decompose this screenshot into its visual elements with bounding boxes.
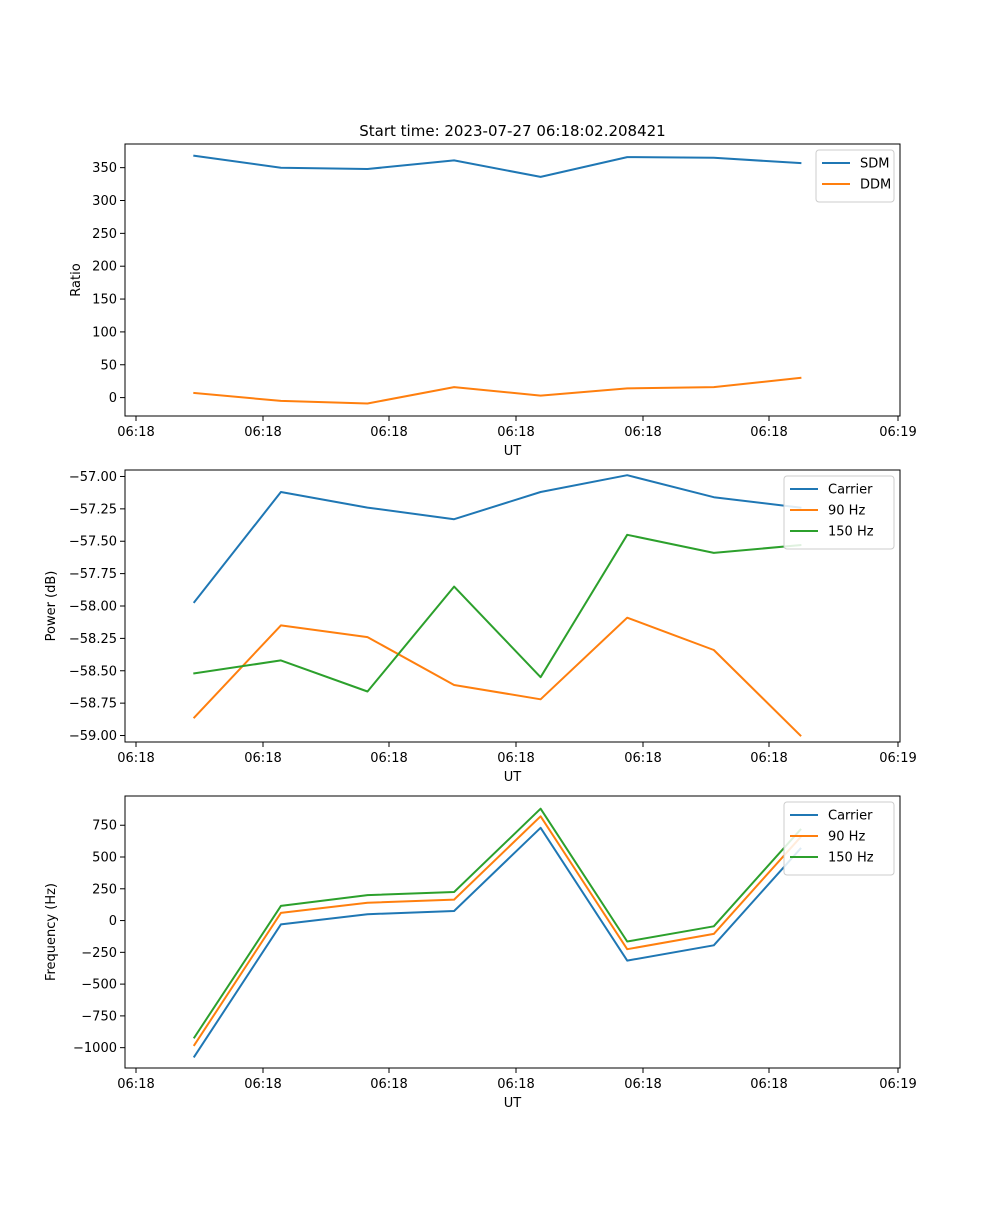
legend-label: 90 Hz bbox=[828, 504, 865, 519]
x-tick-label: 06:18 bbox=[370, 425, 407, 440]
legend: Carrier 90 Hz 150 Hz bbox=[783, 475, 895, 550]
series-line-90-hz bbox=[192, 815, 802, 1047]
y-tick-label: −57.75 bbox=[69, 567, 117, 582]
y-tick-label: 0 bbox=[109, 914, 117, 929]
axes-frame bbox=[124, 469, 901, 743]
legend-label: Carrier bbox=[828, 483, 873, 498]
legend-label: DDM bbox=[860, 178, 891, 193]
y-axis-label: Power (dB) bbox=[44, 571, 59, 642]
series-line-ddm bbox=[193, 376, 802, 405]
y-tick-label: 300 bbox=[92, 194, 117, 209]
y-tick-label: 200 bbox=[92, 260, 117, 275]
y-tick-label: 100 bbox=[92, 325, 117, 340]
y-tick-label: −500 bbox=[81, 978, 117, 993]
x-tick-label: 06:18 bbox=[117, 751, 154, 766]
y-tick-label: 350 bbox=[92, 161, 117, 176]
x-axis-label: UT bbox=[504, 1096, 522, 1111]
y-tick-label: −57.00 bbox=[69, 470, 117, 485]
x-tick-label: 06:18 bbox=[244, 1077, 281, 1092]
legend-label: SDM bbox=[860, 157, 889, 172]
x-tick-label: 06:18 bbox=[370, 1077, 407, 1092]
series-line-90-hz bbox=[192, 616, 802, 737]
x-tick-label: 06:18 bbox=[624, 425, 661, 440]
x-tick-label: 06:18 bbox=[624, 751, 661, 766]
y-tick-label: −1000 bbox=[73, 1041, 117, 1056]
legend: SDM DDM bbox=[815, 149, 895, 203]
y-tick-label: 50 bbox=[100, 358, 117, 373]
legend-label: 90 Hz bbox=[828, 830, 865, 845]
x-tick-label: 06:18 bbox=[624, 1077, 661, 1092]
y-tick-label: −57.50 bbox=[69, 535, 117, 550]
y-tick-label: −250 bbox=[81, 946, 117, 961]
x-tick-label: 06:18 bbox=[750, 1077, 787, 1092]
y-tick-label: −750 bbox=[81, 1009, 117, 1024]
series-line-sdm bbox=[193, 154, 802, 178]
x-tick-label: 06:18 bbox=[497, 751, 534, 766]
x-tick-label: 06:18 bbox=[117, 1077, 154, 1092]
y-tick-label: −59.00 bbox=[69, 729, 117, 744]
y-tick-label: 500 bbox=[92, 851, 117, 866]
y-tick-label: 250 bbox=[92, 227, 117, 242]
x-axis-label: UT bbox=[504, 444, 522, 459]
series-line-150-hz bbox=[193, 533, 802, 693]
y-tick-label: −57.25 bbox=[69, 502, 117, 517]
axes-frame bbox=[124, 143, 901, 417]
subplot-1: Start time: 2023-07-27 06:18:02.208421 06… bbox=[69, 122, 917, 459]
y-tick-label: −58.00 bbox=[69, 600, 117, 615]
y-axis-label: Ratio bbox=[69, 263, 84, 296]
x-tick-label: 06:18 bbox=[244, 425, 281, 440]
legend: Carrier 90 Hz 150 Hz bbox=[783, 801, 895, 876]
legend-label: Carrier bbox=[828, 809, 873, 824]
series-line-carrier bbox=[192, 474, 802, 604]
legend-label: 150 Hz bbox=[828, 851, 874, 866]
x-tick-label: 06:19 bbox=[879, 1077, 916, 1092]
subplot-2: 06:18 06:18 06:18 06:18 06:18 06:18 06:19 UT −59… bbox=[44, 469, 917, 785]
y-tick-label: 750 bbox=[92, 819, 117, 834]
y-tick-label: 150 bbox=[92, 293, 117, 308]
x-tick-label: 06:18 bbox=[497, 425, 534, 440]
x-tick-label: 06:18 bbox=[750, 425, 787, 440]
x-tick-label: 06:18 bbox=[244, 751, 281, 766]
y-tick-label: 250 bbox=[92, 882, 117, 897]
subplot-3: 06:18 06:18 06:18 06:18 06:18 06:18 06:19 UT −10… bbox=[44, 795, 917, 1111]
x-tick-label: 06:19 bbox=[879, 425, 916, 440]
chart-title: Start time: 2023-07-27 06:18:02.208421 bbox=[359, 122, 665, 140]
y-tick-label: 0 bbox=[109, 391, 117, 406]
y-tick-label: −58.75 bbox=[69, 697, 117, 712]
series-line-150-hz bbox=[192, 807, 802, 1039]
y-tick-label: −58.50 bbox=[69, 664, 117, 679]
y-tick-label: −58.25 bbox=[69, 632, 117, 647]
y-axis-label: Frequency (Hz) bbox=[44, 883, 59, 981]
x-tick-label: 06:18 bbox=[497, 1077, 534, 1092]
x-tick-label: 06:18 bbox=[370, 751, 407, 766]
legend-label: 150 Hz bbox=[828, 525, 874, 540]
x-tick-label: 06:18 bbox=[750, 751, 787, 766]
series-line-carrier bbox=[192, 826, 802, 1058]
x-axis-label: UT bbox=[504, 770, 522, 785]
x-tick-label: 06:19 bbox=[879, 751, 916, 766]
axes-frame bbox=[124, 795, 901, 1069]
x-tick-label: 06:18 bbox=[117, 425, 154, 440]
